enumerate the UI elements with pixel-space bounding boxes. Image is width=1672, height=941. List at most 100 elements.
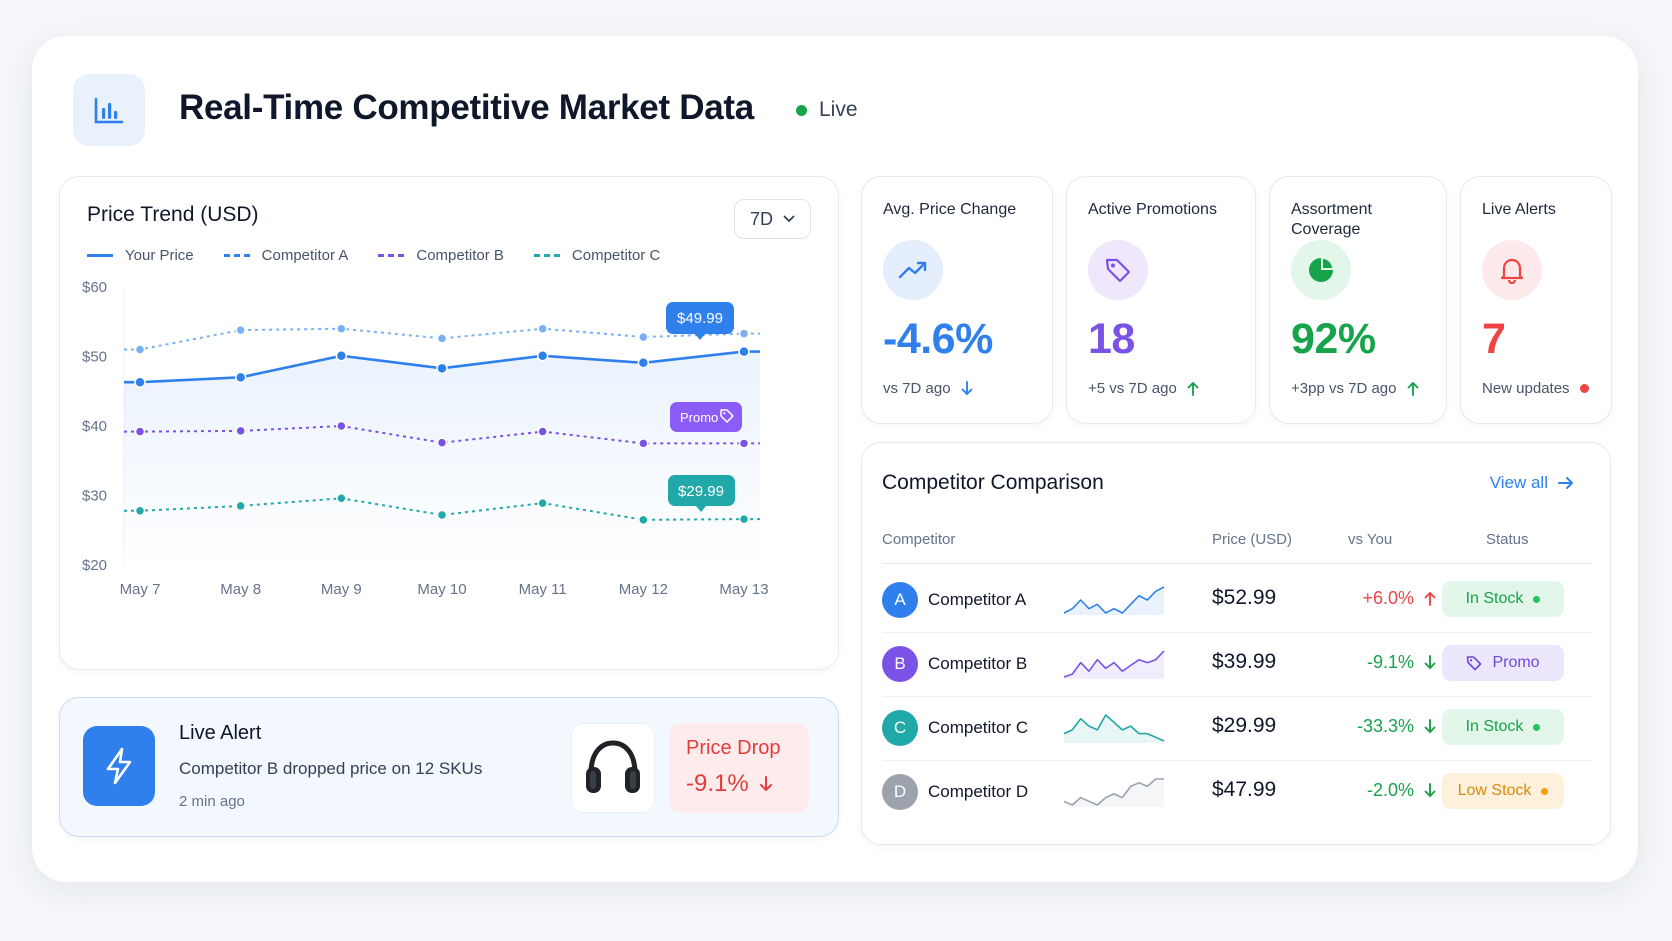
bell-icon — [1482, 240, 1542, 300]
competitor-name: Competitor B — [928, 654, 1028, 673]
col-header-price[interactable]: Price (USD) — [1212, 531, 1293, 548]
data-point-competitor-a[interactable] — [638, 331, 649, 343]
bar-chart-icon — [94, 97, 124, 124]
competitor-price: $29.99 — [1212, 714, 1277, 737]
sparkline-line — [1063, 586, 1165, 614]
view-all-link[interactable]: View all — [1490, 473, 1574, 493]
price-trend-card: Price Trend (USD) 7D Your Price Competit… — [59, 176, 839, 670]
price-delta: +6.0% — [1334, 588, 1436, 609]
x-tick-label: May 8 — [220, 581, 261, 598]
data-point-competitor-b[interactable] — [134, 426, 146, 437]
data-point-competitor-a[interactable] — [537, 323, 548, 334]
alert-message: Competitor B dropped price on 12 SKUs — [179, 759, 483, 778]
legend-competitor-b[interactable]: Competitor B — [378, 247, 504, 264]
data-point-competitor-a[interactable] — [738, 328, 750, 339]
price-drop-label: Price Drop — [686, 737, 781, 759]
legend-competitor-c[interactable]: Competitor C — [533, 247, 661, 264]
data-point-competitor-c[interactable] — [738, 513, 750, 525]
kpi-foot-text: vs 7D ago — [883, 380, 951, 397]
sparkline-area — [1064, 779, 1164, 807]
pie-icon — [1291, 240, 1351, 300]
data-point-competitor-b[interactable] — [738, 438, 750, 449]
status-label: Low Stock — [1457, 782, 1532, 799]
status-badge: In Stock — [1442, 709, 1564, 745]
tag-icon — [1088, 240, 1148, 300]
kpi-value: 92% — [1291, 315, 1376, 363]
x-tick-label: May 10 — [417, 581, 466, 598]
data-point-your-price[interactable] — [637, 357, 650, 369]
data-point-competitor-b[interactable] — [336, 420, 347, 432]
col-header-vs-you[interactable]: vs You — [1348, 531, 1393, 548]
sparkline-area — [1064, 715, 1164, 743]
row-divider — [882, 696, 1592, 697]
competitor-name: Competitor A — [928, 590, 1027, 609]
x-tick-label: May 9 — [321, 581, 362, 598]
data-point-competitor-c[interactable] — [336, 493, 347, 504]
col-header-status[interactable]: Status — [1486, 531, 1529, 548]
data-point-competitor-a[interactable] — [235, 324, 246, 336]
live-label: Live — [819, 98, 858, 121]
price-drop-badge: Price Drop -9.1% — [669, 723, 809, 813]
kpi-value: -4.6% — [883, 315, 993, 363]
status-badge: In Stock — [1442, 581, 1564, 617]
data-point-competitor-a[interactable] — [436, 333, 448, 344]
table-row[interactable]: B Competitor B $39.99 -9.1% Promo — [882, 629, 1592, 697]
legend-competitor-a[interactable]: Competitor A — [223, 247, 349, 264]
kpi-live-alerts[interactable]: Live Alerts 7 New updates — [1460, 176, 1612, 424]
col-header-competitor[interactable]: Competitor — [882, 531, 956, 548]
data-point-your-price[interactable] — [536, 350, 549, 362]
status-badge: Promo — [1442, 645, 1564, 681]
legend-swatch — [87, 254, 113, 257]
data-point-competitor-b[interactable] — [436, 437, 448, 448]
data-point-competitor-c[interactable] — [436, 509, 448, 521]
kpi-label: Live Alerts — [1482, 201, 1556, 218]
table-row[interactable]: D Competitor D $47.99 -2.0% Low Stock — [882, 757, 1592, 825]
series-area-your-price — [124, 351, 760, 565]
kpi-avg-price-change[interactable]: Avg. Price Change -4.6% vs 7D ago — [861, 176, 1053, 424]
data-point-your-price[interactable] — [738, 345, 750, 358]
range-dropdown[interactable]: 7D — [734, 199, 811, 239]
data-point-competitor-b[interactable] — [537, 426, 548, 437]
kpi-active-promotions[interactable]: Active Promotions 18 +5 vs 7D ago — [1066, 176, 1256, 424]
legend-label: Competitor B — [416, 247, 504, 264]
kpi-assortment-coverage[interactable]: Assortment Coverage 92% +3pp vs 7D ago — [1269, 176, 1447, 424]
live-alert-card[interactable]: Live Alert Competitor B dropped price on… — [59, 697, 839, 837]
data-point-competitor-b[interactable] — [638, 438, 649, 449]
data-point-your-price[interactable] — [335, 350, 348, 362]
data-point-competitor-c[interactable] — [134, 505, 146, 517]
legend-your-price[interactable]: Your Price — [87, 247, 194, 264]
data-point-competitor-a[interactable] — [134, 344, 146, 355]
data-point-competitor-c[interactable] — [235, 500, 246, 512]
table-row[interactable]: A Competitor A $52.99 +6.0% In Stock — [882, 565, 1592, 633]
sparkline — [1063, 778, 1164, 807]
competitor-price: $39.99 — [1212, 650, 1277, 673]
delta-value: -2.0% — [1366, 780, 1414, 800]
price-trend-chart: $60 $50 $40 $30 $20 May 7 May 8 May 9 May 10 May … — [82, 279, 769, 598]
status-dot-icon — [1541, 787, 1549, 795]
data-point-your-price[interactable] — [234, 371, 247, 384]
page-title: Real-Time Competitive Market Data — [179, 88, 754, 127]
series-line-competitor-c — [124, 497, 760, 521]
series-line-competitor-b — [124, 425, 760, 445]
headphones-product-image — [571, 723, 655, 813]
data-point-your-price[interactable] — [134, 376, 146, 388]
data-point-competitor-c[interactable] — [537, 497, 548, 509]
data-point-your-price[interactable] — [436, 362, 448, 375]
sparkline-area — [1064, 651, 1164, 679]
competitor-price: $52.99 — [1212, 586, 1277, 609]
legend-label: Competitor A — [261, 247, 349, 264]
promo-callout: Promo — [670, 402, 742, 432]
tag-icon — [720, 409, 734, 423]
status-dot-icon — [1533, 723, 1541, 731]
data-point-competitor-b[interactable] — [235, 425, 246, 437]
y-tick-label: $20 — [82, 557, 107, 574]
data-point-competitor-c[interactable] — [638, 514, 649, 526]
data-point-competitor-a[interactable] — [336, 323, 347, 334]
kpi-footnote: vs 7D ago — [883, 380, 973, 397]
avatar: B — [882, 646, 918, 682]
status-label: Promo — [1492, 654, 1540, 671]
kpi-label: Active Promotions — [1088, 201, 1217, 218]
legend-label: Competitor C — [571, 247, 661, 264]
table-row[interactable]: C Competitor C $29.99 -33.3% In Stock — [882, 693, 1592, 761]
arrow-up-icon — [1407, 381, 1418, 396]
